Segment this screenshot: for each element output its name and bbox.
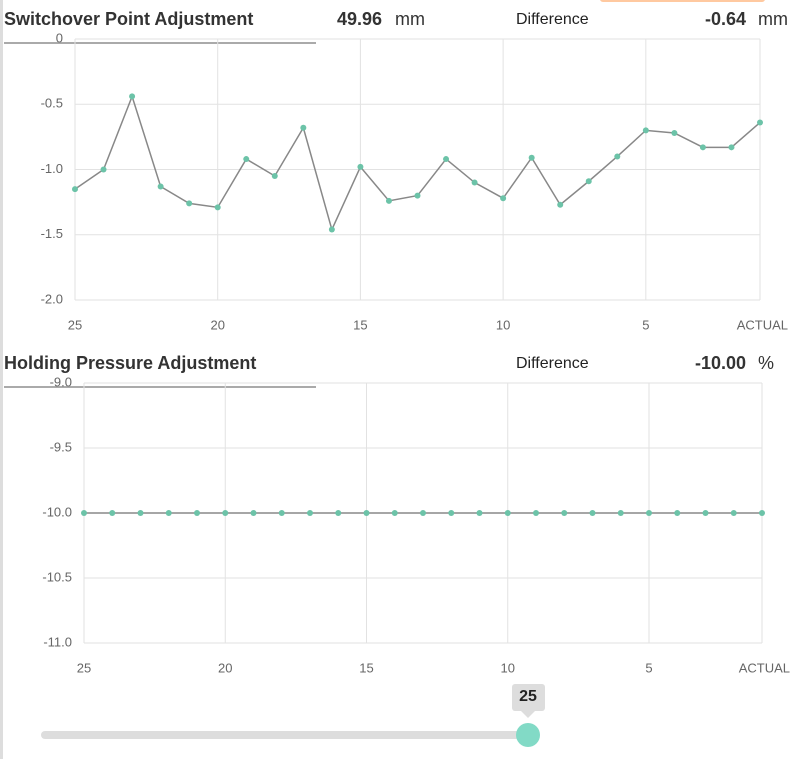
data-point bbox=[420, 510, 426, 516]
y-tick-label: -1.5 bbox=[41, 226, 63, 241]
data-point bbox=[500, 195, 507, 202]
y-tick-label: -10.5 bbox=[42, 569, 72, 584]
slider-thumb[interactable] bbox=[516, 723, 540, 747]
data-point bbox=[561, 510, 568, 516]
data-point bbox=[194, 510, 200, 516]
x-tick-label: 20 bbox=[210, 317, 224, 332]
data-point bbox=[109, 510, 116, 516]
data-point bbox=[357, 163, 364, 170]
data-point bbox=[674, 510, 681, 516]
data-point bbox=[278, 510, 285, 516]
data-point bbox=[448, 510, 455, 516]
data-point bbox=[642, 127, 649, 134]
data-point bbox=[585, 178, 592, 185]
data-point bbox=[335, 510, 342, 516]
data-point bbox=[617, 510, 624, 516]
y-tick-label: -1.0 bbox=[41, 161, 63, 176]
data-point bbox=[243, 156, 250, 163]
data-point bbox=[100, 166, 107, 173]
difference-unit: mm bbox=[758, 9, 788, 29]
top-accent bbox=[600, 0, 765, 2]
y-tick-label: -9.5 bbox=[50, 439, 72, 454]
data-point bbox=[250, 510, 257, 516]
data-point bbox=[589, 510, 596, 516]
data-point bbox=[307, 510, 313, 516]
data-point bbox=[391, 510, 398, 516]
y-tick-label: -9.0 bbox=[50, 374, 72, 389]
x-tick-label: 25 bbox=[68, 317, 82, 332]
data-point bbox=[557, 201, 564, 208]
data-point bbox=[328, 226, 335, 233]
data-point bbox=[699, 144, 706, 151]
y-tick-label: -11.0 bbox=[43, 634, 72, 649]
data-point bbox=[129, 93, 136, 100]
series-line bbox=[74, 94, 761, 232]
x-tick-label: 10 bbox=[496, 317, 510, 332]
y-tick-label: -2.0 bbox=[41, 291, 63, 306]
data-point bbox=[443, 156, 450, 163]
x-tick-label: 25 bbox=[77, 660, 91, 675]
data-point bbox=[137, 510, 144, 516]
data-point bbox=[614, 153, 621, 160]
data-point bbox=[157, 183, 164, 190]
x-tick-label: 5 bbox=[642, 317, 649, 332]
y-tick-label: -10.0 bbox=[42, 504, 72, 519]
data-point bbox=[165, 510, 172, 516]
data-point bbox=[385, 197, 392, 204]
chart-title: Switchover Point Adjustment bbox=[4, 9, 253, 29]
data-point bbox=[300, 124, 307, 131]
y-tick-label: 0 bbox=[56, 30, 63, 45]
data-point bbox=[757, 119, 763, 126]
data-point bbox=[504, 510, 511, 516]
chart-title: Holding Pressure Adjustment bbox=[4, 353, 256, 373]
slider[interactable]: 25 bbox=[41, 684, 545, 747]
data-point bbox=[363, 510, 370, 516]
data-point bbox=[533, 510, 539, 516]
data-point bbox=[730, 510, 737, 516]
data-point bbox=[81, 510, 87, 516]
slider-track bbox=[41, 731, 529, 739]
x-tick-label: ACTUAL bbox=[737, 317, 788, 332]
data-point bbox=[72, 186, 78, 193]
difference-value: -10.00 bbox=[695, 353, 746, 373]
difference-unit: % bbox=[758, 353, 774, 373]
data-point bbox=[222, 510, 229, 516]
readout-value: 49.96 bbox=[337, 9, 382, 29]
difference-label: Difference bbox=[516, 355, 589, 372]
y-tick-label: -0.5 bbox=[41, 96, 63, 111]
data-point bbox=[702, 510, 709, 516]
difference-value: -0.64 bbox=[705, 9, 746, 29]
slider-bubble-tip bbox=[521, 711, 535, 718]
x-tick-label: 10 bbox=[501, 660, 515, 675]
left-border bbox=[0, 0, 3, 759]
data-point bbox=[271, 173, 278, 180]
slider-bubble bbox=[512, 684, 545, 711]
data-point bbox=[414, 192, 421, 199]
data-point bbox=[476, 510, 483, 516]
readout-unit: mm bbox=[395, 9, 425, 29]
x-tick-label: 20 bbox=[218, 660, 232, 675]
data-point bbox=[728, 144, 735, 151]
data-point bbox=[646, 510, 652, 516]
data-point bbox=[214, 204, 221, 211]
data-point bbox=[186, 200, 193, 207]
difference-label: Difference bbox=[516, 11, 589, 28]
x-tick-label: 5 bbox=[645, 660, 652, 675]
data-point bbox=[528, 154, 535, 161]
x-tick-label: 15 bbox=[353, 317, 367, 332]
x-tick-label: ACTUAL bbox=[739, 660, 790, 675]
data-point bbox=[671, 129, 678, 136]
x-tick-label: 15 bbox=[359, 660, 373, 675]
data-point bbox=[471, 179, 478, 186]
slider-value: 25 bbox=[519, 688, 537, 705]
data-point bbox=[759, 510, 765, 516]
